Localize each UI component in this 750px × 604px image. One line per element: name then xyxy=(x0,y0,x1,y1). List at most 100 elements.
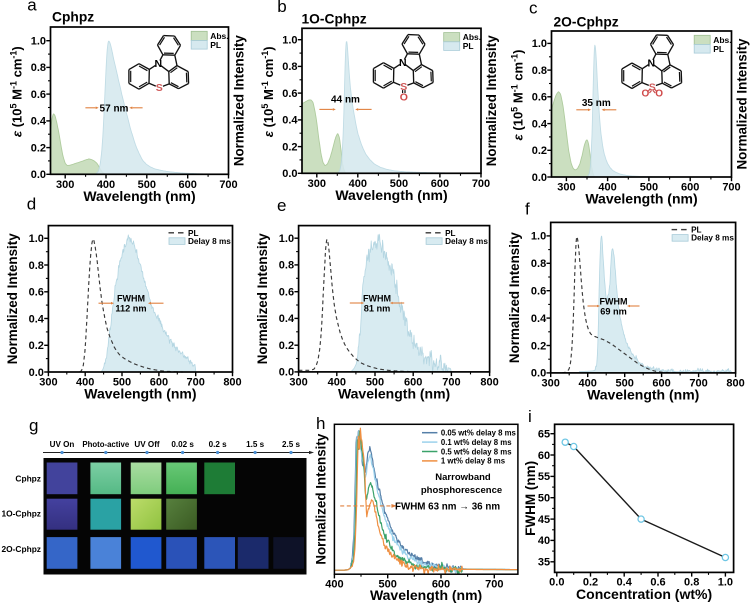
svg-text:0.0: 0.0 xyxy=(532,172,547,184)
svg-text:Normalized Intensity: Normalized Intensity xyxy=(484,35,499,167)
svg-text:1 wt% delay 8 ms: 1 wt% delay 8 ms xyxy=(441,457,506,466)
svg-text:1.0: 1.0 xyxy=(279,233,294,245)
svg-text:PL: PL xyxy=(691,226,701,235)
svg-text:ε (105 M-1 cm-1): ε (105 M-1 cm-1) xyxy=(510,50,526,141)
svg-text:PL: PL xyxy=(188,229,198,238)
svg-text:1.0: 1.0 xyxy=(29,233,44,245)
svg-text:Wavelength (nm): Wavelength (nm) xyxy=(338,385,450,401)
svg-text:Narrowband: Narrowband xyxy=(435,472,491,483)
svg-text:Normalized Intensity: Normalized Intensity xyxy=(5,233,20,365)
svg-text:50: 50 xyxy=(538,493,550,505)
svg-text:PL: PL xyxy=(210,40,221,50)
svg-text:1O-Cphpz: 1O-Cphpz xyxy=(302,11,367,26)
svg-text:0.6: 0.6 xyxy=(29,287,44,299)
svg-text:0.4: 0.4 xyxy=(279,313,295,325)
svg-text:Delay 8 ms: Delay 8 ms xyxy=(188,237,231,246)
svg-text:0.8: 0.8 xyxy=(532,65,547,77)
svg-text:0.0: 0.0 xyxy=(31,169,46,181)
svg-text:0.2: 0.2 xyxy=(282,141,297,153)
svg-text:400: 400 xyxy=(97,179,115,191)
svg-text:69 nm: 69 nm xyxy=(600,306,627,316)
svg-text:FWHM (nm): FWHM (nm) xyxy=(523,461,538,536)
svg-text:700: 700 xyxy=(485,578,503,590)
svg-text:600: 600 xyxy=(150,377,168,389)
svg-text:c: c xyxy=(529,0,538,18)
svg-text:Delay 8 ms: Delay 8 ms xyxy=(691,234,734,243)
svg-text:0.2: 0.2 xyxy=(279,340,294,352)
svg-text:300: 300 xyxy=(308,178,326,190)
svg-text:1.0: 1.0 xyxy=(531,231,546,243)
svg-text:Concentration (wt%): Concentration (wt%) xyxy=(576,586,712,602)
svg-text:0.6: 0.6 xyxy=(532,92,547,104)
svg-text:Photo-active: Photo-active xyxy=(82,440,129,449)
svg-text:Abs.: Abs. xyxy=(713,35,731,45)
svg-text:N: N xyxy=(648,58,656,70)
svg-text:1.5 s: 1.5 s xyxy=(246,440,265,449)
svg-text:300: 300 xyxy=(289,376,307,388)
svg-text:600: 600 xyxy=(432,578,450,590)
svg-text:UV Off: UV Off xyxy=(134,440,159,449)
svg-text:PL: PL xyxy=(445,229,455,238)
svg-text:700: 700 xyxy=(472,178,490,190)
svg-text:112 nm: 112 nm xyxy=(115,304,146,314)
svg-text:Wavelength (nm): Wavelength (nm) xyxy=(587,386,699,402)
svg-text:0.8: 0.8 xyxy=(531,258,546,270)
svg-text:0.6: 0.6 xyxy=(279,287,294,299)
svg-text:81 nm: 81 nm xyxy=(364,303,391,313)
svg-text:e: e xyxy=(277,196,286,215)
svg-text:0.2 s: 0.2 s xyxy=(209,440,228,449)
svg-text:0.2: 0.2 xyxy=(531,340,546,352)
svg-text:Wavelength (nm): Wavelength (nm) xyxy=(84,386,196,402)
svg-text:Delay 8 ms: Delay 8 ms xyxy=(445,237,488,246)
svg-text:Wavelength (nm): Wavelength (nm) xyxy=(370,587,482,603)
svg-text:300: 300 xyxy=(39,377,57,389)
svg-text:b: b xyxy=(277,0,286,16)
svg-text:1.0: 1.0 xyxy=(31,36,46,48)
svg-text:800: 800 xyxy=(726,377,744,389)
svg-text:0.4: 0.4 xyxy=(617,577,633,589)
svg-text:ε (105 M-1 cm-1): ε (105 M-1 cm-1) xyxy=(260,46,276,137)
svg-text:N: N xyxy=(399,57,407,69)
svg-text:400: 400 xyxy=(598,182,616,194)
svg-text:35: 35 xyxy=(538,557,550,569)
svg-text:700: 700 xyxy=(442,376,460,388)
svg-text:0.8: 0.8 xyxy=(29,260,44,272)
svg-text:500: 500 xyxy=(138,179,156,191)
svg-text:0.2: 0.2 xyxy=(29,340,44,352)
svg-text:ε (105 M-1 cm-1): ε (105 M-1 cm-1) xyxy=(9,46,25,137)
svg-text:0.8: 0.8 xyxy=(282,61,297,73)
svg-text:0.4: 0.4 xyxy=(531,313,547,325)
svg-text:0.8: 0.8 xyxy=(279,260,294,272)
svg-text:Abs.: Abs. xyxy=(210,31,228,41)
svg-text:400: 400 xyxy=(328,376,346,388)
svg-text:Cphpz: Cphpz xyxy=(52,10,94,25)
svg-text:2O-Cphpz: 2O-Cphpz xyxy=(1,544,41,554)
svg-text:Wavelength (nm): Wavelength (nm) xyxy=(83,188,195,204)
svg-text:N: N xyxy=(155,58,163,70)
svg-text:60: 60 xyxy=(538,450,550,462)
svg-text:55: 55 xyxy=(538,471,550,483)
svg-text:600: 600 xyxy=(179,179,197,191)
svg-text:400: 400 xyxy=(579,377,597,389)
svg-text:0.6: 0.6 xyxy=(650,577,665,589)
svg-text:1.0: 1.0 xyxy=(532,38,547,50)
svg-text:0.0: 0.0 xyxy=(29,367,44,379)
svg-text:0.1 wt% delay 8 ms: 0.1 wt% delay 8 ms xyxy=(441,438,512,447)
svg-text:1O-Cphpz: 1O-Cphpz xyxy=(1,509,41,519)
svg-text:0.4: 0.4 xyxy=(282,115,298,127)
svg-text:S: S xyxy=(400,81,407,93)
svg-text:FWHM: FWHM xyxy=(600,296,628,306)
svg-text:500: 500 xyxy=(390,178,408,190)
svg-text:0.4: 0.4 xyxy=(31,116,47,128)
svg-text:Normalized Intensity: Normalized Intensity xyxy=(507,232,522,364)
svg-text:2O-Cphpz: 2O-Cphpz xyxy=(554,14,619,29)
svg-text:FWHM: FWHM xyxy=(363,294,391,304)
svg-text:500: 500 xyxy=(366,376,384,388)
svg-text:0.8: 0.8 xyxy=(31,62,46,74)
svg-text:0.6: 0.6 xyxy=(531,286,546,298)
svg-text:i: i xyxy=(528,407,532,426)
svg-text:0.5 wt% delay 8 ms: 0.5 wt% delay 8 ms xyxy=(441,447,512,456)
svg-text:Normalized Intensity: Normalized Intensity xyxy=(735,38,750,170)
svg-text:Wavelength (nm): Wavelength (nm) xyxy=(335,187,447,203)
svg-text:600: 600 xyxy=(404,376,422,388)
